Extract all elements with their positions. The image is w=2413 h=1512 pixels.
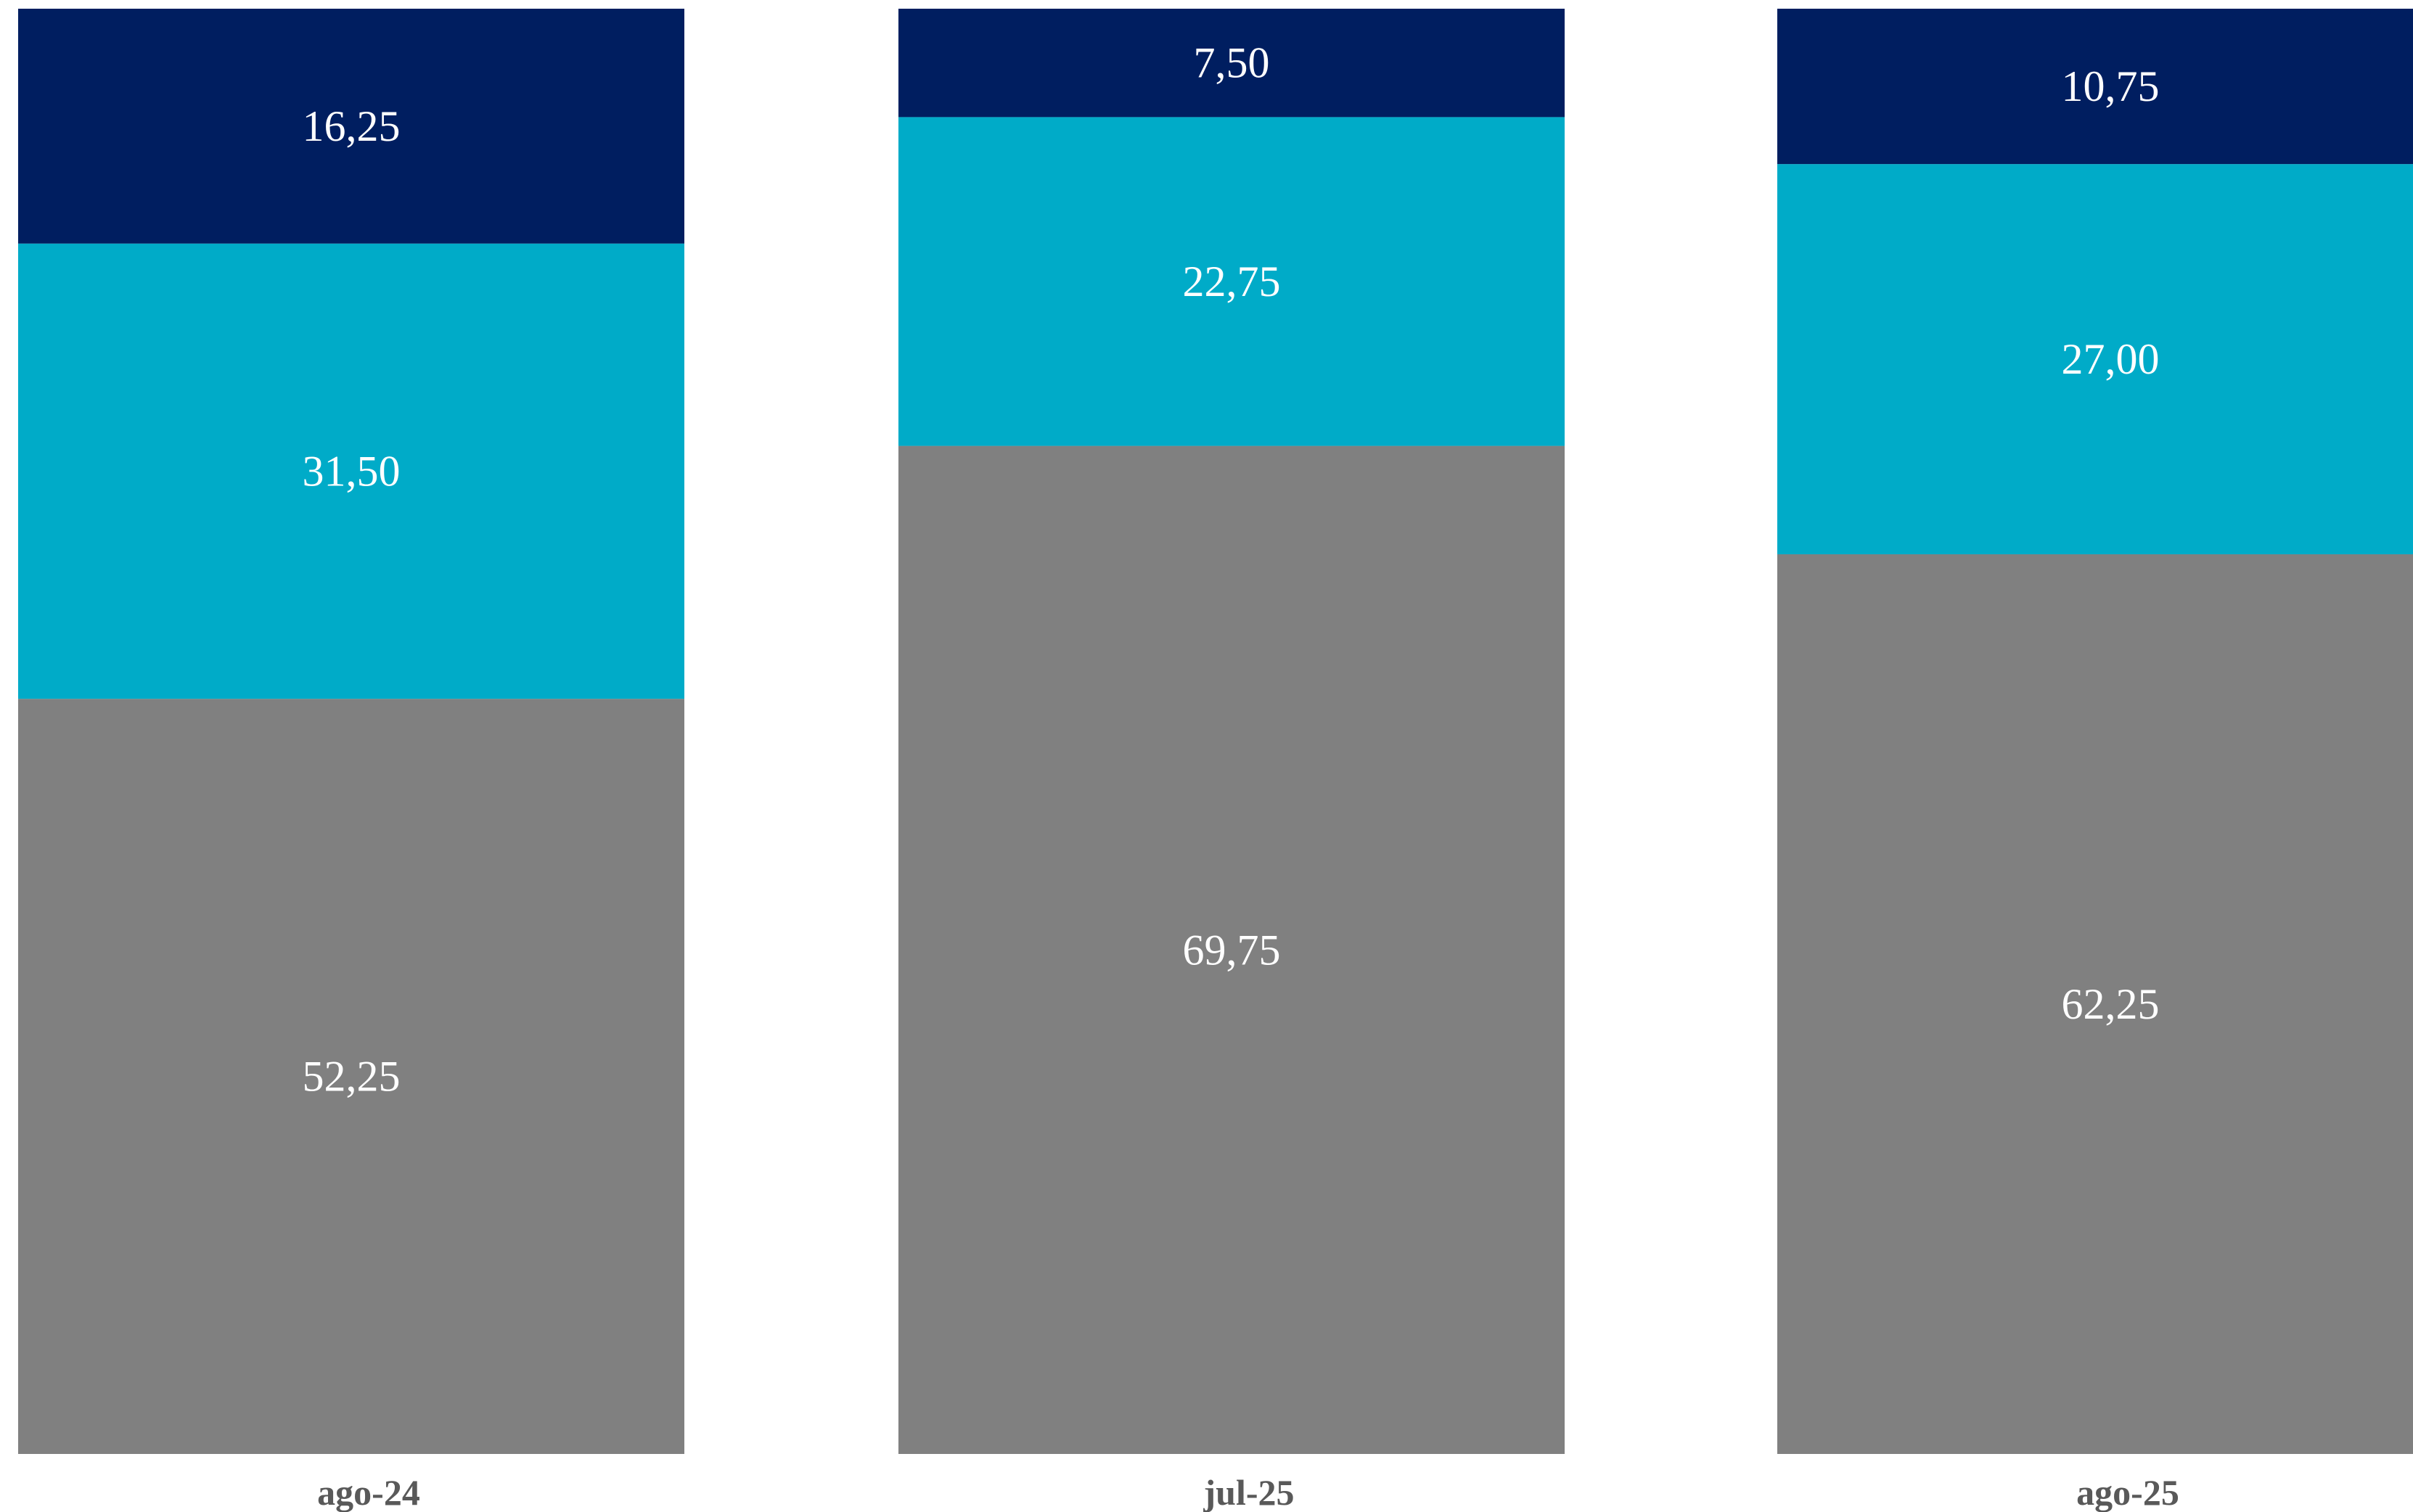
bar-segment-jul-25-2: [898, 9, 1565, 118]
category-label-ago-24: ago-24: [317, 1472, 420, 1512]
category-label-ago-25: ago-25: [2076, 1472, 2179, 1512]
bar-segment-jul-25-0: [898, 445, 1565, 1454]
data-label-ago-25-2: 10,75: [2062, 62, 2160, 110]
category-label-jul-25: jul-25: [1203, 1472, 1295, 1512]
bar-segment-jul-25-1: [898, 117, 1565, 446]
data-label-jul-25-0: 69,75: [1183, 926, 1281, 974]
data-label-ago-25-0: 62,25: [2062, 980, 2160, 1028]
bar-segment-ago-25-2: [1777, 9, 2413, 165]
data-label-jul-25-2: 7,50: [1194, 39, 1270, 87]
data-label-ago-24-1: 31,50: [303, 447, 401, 495]
bar-segment-ago-25-0: [1777, 554, 2413, 1454]
bar-segment-ago-24-1: [18, 243, 684, 699]
data-label-ago-24-0: 52,25: [303, 1053, 401, 1101]
data-label-jul-25-1: 22,75: [1183, 258, 1281, 305]
bar-segment-ago-24-2: [18, 9, 684, 244]
data-label-ago-25-1: 27,00: [2062, 335, 2160, 383]
bar-segment-ago-25-1: [1777, 164, 2413, 554]
data-label-ago-24-2: 16,25: [303, 102, 401, 150]
bar-segment-ago-24-0: [18, 699, 684, 1455]
